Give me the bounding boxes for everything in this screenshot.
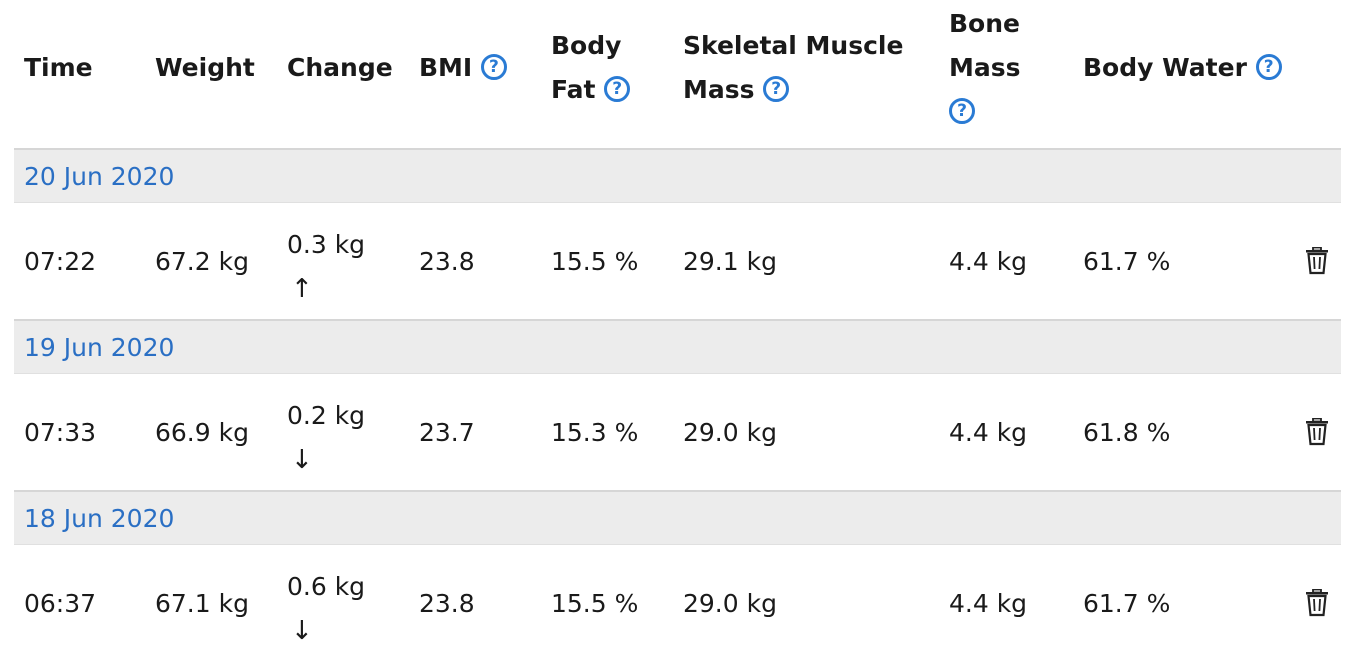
cell-body-water: 61.7 % — [1083, 588, 1171, 618]
change-value: 0.3 kg — [287, 230, 366, 259]
cell-time: 06:37 — [24, 588, 97, 618]
cell-bmi: 23.8 — [419, 588, 475, 618]
cell-body-fat: 15.5 % — [551, 588, 639, 618]
cell-body-water: 61.7 % — [1083, 246, 1171, 276]
cell-bone-mass: 4.4 kg — [949, 588, 1028, 618]
cell-weight: 67.1 kg — [155, 588, 249, 618]
cell-bmi: 23.8 — [419, 246, 475, 276]
bmi-help-icon[interactable]: ? — [480, 54, 507, 80]
trash-icon[interactable] — [1305, 418, 1329, 446]
header-muscle-line2: Mass — [683, 75, 755, 104]
group-date[interactable]: 20 Jun 2020 — [24, 161, 175, 191]
muscle-help-icon[interactable]: ? — [763, 76, 790, 102]
measurements-table: Time Weight Change BMI ? Body Fat ? Skel… — [14, 0, 1341, 661]
delete-button[interactable] — [1305, 545, 1329, 661]
table-row: 06:37 67.1 kg 0.6 kg ↓ 23.8 15.5 % 29.0 … — [14, 545, 1341, 661]
date-group-row: 18 Jun 2020 — [14, 492, 1341, 545]
header-bmi: BMI ? — [419, 46, 507, 90]
trash-icon[interactable] — [1305, 247, 1329, 275]
cell-time: 07:33 — [24, 417, 97, 447]
cell-change: 0.3 kg ↑ — [287, 223, 365, 311]
arrow-up-icon: ↑ — [291, 274, 313, 304]
header-skeletal-muscle: Skeletal Muscle Mass ? — [683, 24, 903, 112]
group-date[interactable]: 18 Jun 2020 — [24, 503, 175, 533]
cell-skeletal-muscle: 29.0 kg — [683, 417, 777, 447]
header-bmi-label: BMI — [419, 53, 473, 82]
body-fat-help-icon[interactable]: ? — [604, 76, 631, 102]
header-bone-mass: Bone Mass ? — [949, 2, 1021, 134]
table-header: Time Weight Change BMI ? Body Fat ? Skel… — [14, 0, 1341, 150]
cell-body-fat: 15.3 % — [551, 417, 639, 447]
delete-button[interactable] — [1305, 374, 1329, 490]
cell-time: 07:22 — [24, 246, 97, 276]
header-bone-line2: Mass — [949, 53, 1021, 82]
header-body-fat-line2: Fat — [551, 75, 596, 104]
bone-help-icon[interactable]: ? — [949, 98, 975, 124]
table-row: 07:33 66.9 kg 0.2 kg ↓ 23.7 15.3 % 29.0 … — [14, 374, 1341, 492]
date-group-row: 19 Jun 2020 — [14, 321, 1341, 374]
header-body-water-label: Body Water — [1083, 53, 1247, 82]
change-value: 0.6 kg — [287, 572, 366, 601]
cell-skeletal-muscle: 29.0 kg — [683, 588, 777, 618]
trash-icon[interactable] — [1305, 589, 1329, 617]
cell-change: 0.2 kg ↓ — [287, 394, 365, 482]
cell-change: 0.6 kg ↓ — [287, 565, 365, 653]
cell-weight: 67.2 kg — [155, 246, 249, 276]
group-date[interactable]: 19 Jun 2020 — [24, 332, 175, 362]
cell-bone-mass: 4.4 kg — [949, 246, 1028, 276]
table-row: 07:22 67.2 kg 0.3 kg ↑ 23.8 15.5 % 29.1 … — [14, 203, 1341, 321]
date-group-row: 20 Jun 2020 — [14, 150, 1341, 203]
header-change: Change — [287, 53, 393, 82]
water-help-icon[interactable]: ? — [1255, 54, 1282, 80]
cell-bmi: 23.7 — [419, 417, 475, 447]
arrow-down-icon: ↓ — [291, 616, 313, 646]
cell-weight: 66.9 kg — [155, 417, 249, 447]
header-body-fat-line1: Body — [551, 31, 622, 60]
header-weight: Weight — [155, 53, 255, 82]
header-time: Time — [24, 53, 93, 82]
delete-button[interactable] — [1305, 203, 1329, 319]
arrow-down-icon: ↓ — [291, 445, 313, 475]
header-body-water: Body Water ? — [1083, 46, 1282, 90]
cell-skeletal-muscle: 29.1 kg — [683, 246, 777, 276]
cell-body-water: 61.8 % — [1083, 417, 1171, 447]
header-bone-line1: Bone — [949, 9, 1020, 38]
cell-body-fat: 15.5 % — [551, 246, 639, 276]
change-value: 0.2 kg — [287, 401, 366, 430]
cell-bone-mass: 4.4 kg — [949, 417, 1028, 447]
header-muscle-line1: Skeletal Muscle — [683, 31, 904, 60]
header-body-fat: Body Fat ? — [551, 24, 631, 112]
